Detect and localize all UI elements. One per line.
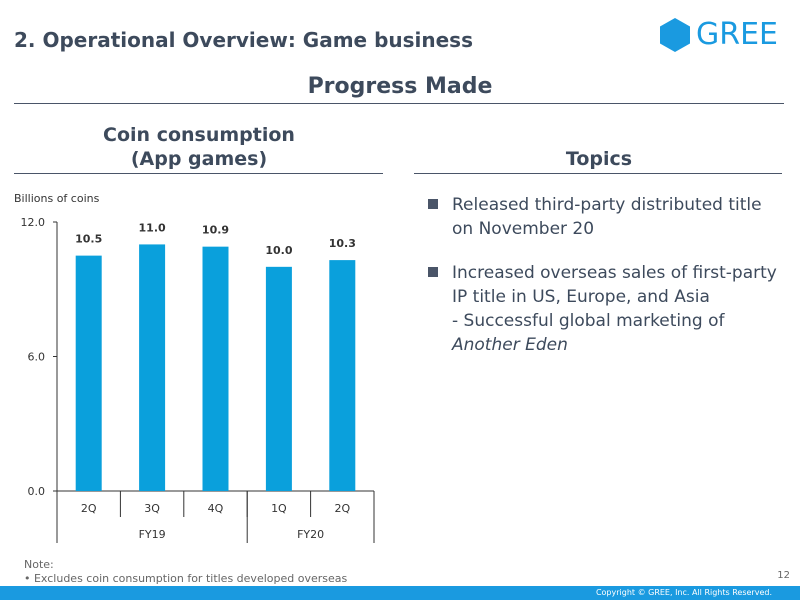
x-category-label: 3Q xyxy=(144,502,160,515)
bar-value-label: 10.0 xyxy=(265,244,292,257)
hexagon-logo-icon xyxy=(660,18,690,52)
chart-title-line1: Coin consumption xyxy=(103,124,295,146)
bar-value-label: 10.5 xyxy=(75,233,102,246)
note-text: • Excludes coin consumption for titles d… xyxy=(24,572,348,585)
bar xyxy=(329,260,356,491)
game-title: Another Eden xyxy=(452,335,568,355)
group-label: FY19 xyxy=(139,528,166,541)
x-category-label: 4Q xyxy=(208,502,224,515)
subtitle-divider xyxy=(14,103,784,104)
gree-logo: GREE xyxy=(660,18,778,52)
chart-unit-label: Billions of coins xyxy=(14,192,100,205)
chart-section-title: Coin consumption (App games) xyxy=(14,123,384,171)
topic-subtext: - Successful global marketing of xyxy=(452,311,725,331)
topic-text: Released third-party distributed title o… xyxy=(452,195,762,239)
topics-list: Released third-party distributed title o… xyxy=(428,193,788,377)
y-tick-label: 6.0 xyxy=(28,351,46,364)
slide-subtitle: Progress Made xyxy=(307,74,493,99)
bar-value-label: 10.9 xyxy=(202,224,229,237)
chart-section-divider xyxy=(14,173,383,174)
page-number: 12 xyxy=(777,570,790,581)
bar-value-label: 11.0 xyxy=(139,221,166,234)
topics-section-divider xyxy=(414,173,782,174)
x-category-label: 2Q xyxy=(81,502,97,515)
footnote: Note: • Excludes coin consumption for ti… xyxy=(24,558,347,586)
footer-bar: Copyright © GREE, Inc. All Rights Reserv… xyxy=(0,586,800,600)
topic-item: Released third-party distributed title o… xyxy=(428,193,788,241)
bar xyxy=(75,255,102,491)
bar-value-label: 10.3 xyxy=(329,237,356,250)
group-label: FY20 xyxy=(297,528,324,541)
logo-text: GREE xyxy=(696,17,779,52)
topic-item: Increased overseas sales of first-party … xyxy=(428,261,788,357)
copyright-text: Copyright © GREE, Inc. All Rights Reserv… xyxy=(595,588,772,597)
bar xyxy=(139,244,166,491)
topic-text: Increased overseas sales of first-party … xyxy=(452,263,777,307)
topic-text-block: Increased overseas sales of first-party … xyxy=(452,261,788,357)
y-tick-label: 12.0 xyxy=(21,216,46,229)
square-bullet-icon xyxy=(428,199,438,209)
square-bullet-icon xyxy=(428,267,438,277)
y-tick-label: 0.0 xyxy=(28,485,46,498)
bar xyxy=(202,246,229,491)
chart-title-line2: (App games) xyxy=(130,148,268,170)
note-title: Note: xyxy=(24,558,54,571)
topics-section-title: Topics xyxy=(565,148,633,170)
page-title: 2. Operational Overview: Game business xyxy=(14,28,473,52)
x-category-label: 1Q xyxy=(271,502,287,515)
x-category-label: 2Q xyxy=(334,502,350,515)
bar xyxy=(265,266,292,491)
